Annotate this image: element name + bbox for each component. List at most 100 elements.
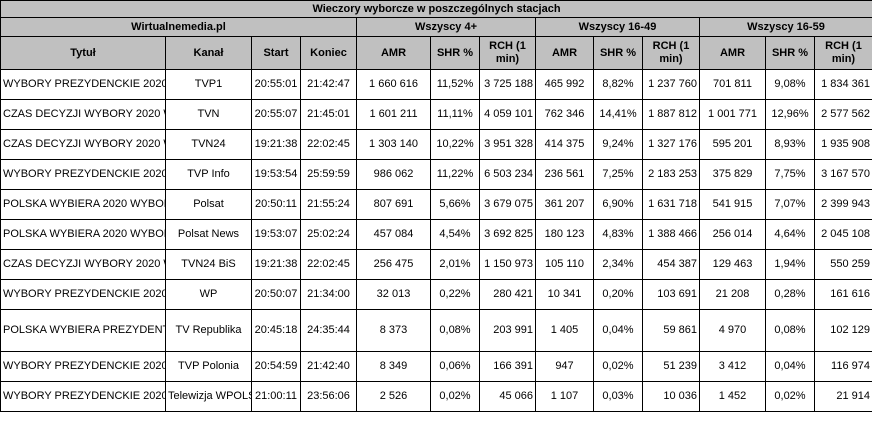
col-header-amr: AMR [699, 36, 766, 70]
cell-shr-4plus: 5,66% [430, 189, 480, 220]
cell-amr-16-49: 10 341 [535, 279, 594, 310]
cell-koniec: 25:59:59 [300, 159, 357, 190]
cell-rch-16-49: 1 388 466 [642, 219, 700, 250]
cell-amr-16-49: 465 992 [535, 69, 594, 100]
cell-rch-16-59: 2 045 108 [814, 219, 872, 250]
cell-amr-16-59: 595 201 [699, 129, 766, 160]
site-name: Wirtualnemedia.pl [0, 17, 357, 37]
cell-rch-4plus: 203 991 [479, 309, 536, 352]
cell-start: 20:45:18 [251, 309, 301, 352]
cell-start: 20:55:07 [251, 99, 301, 130]
col-header-start: Start [251, 36, 301, 70]
cell-start: 20:50:11 [251, 189, 301, 220]
cell-rch-16-49: 10 036 [642, 381, 700, 412]
cell-shr-16-49: 14,41% [593, 99, 643, 130]
cell-koniec: 21:42:40 [300, 351, 357, 382]
cell-amr-4plus: 1 601 211 [356, 99, 431, 130]
table-row: CZAS DECYZJI WYBORY 2020 WIECZOR WYBORCZ… [0, 249, 872, 280]
cell-koniec: 21:55:24 [300, 189, 357, 220]
col-header-rch: RCH (1 min) [479, 36, 536, 70]
cell-start: 19:53:07 [251, 219, 301, 250]
cell-rch-4plus: 3 725 188 [479, 69, 536, 100]
cell-amr-4plus: 807 691 [356, 189, 431, 220]
cell-tytul: WYBORY PREZYDENCKIE 2020 WIECZOR WYBORCZ… [0, 69, 166, 100]
cell-amr-4plus: 986 062 [356, 159, 431, 190]
col-header-rch: RCH (1 min) [642, 36, 700, 70]
col-header-amr: AMR [356, 36, 431, 70]
cell-rch-16-59: 21 914 [814, 381, 872, 412]
cell-shr-16-59: 9,08% [765, 69, 815, 100]
cell-rch-16-59: 2 577 562 [814, 99, 872, 130]
cell-rch-4plus: 45 066 [479, 381, 536, 412]
col-header-tytul: Tytuł [0, 36, 166, 70]
cell-shr-16-59: 7,07% [765, 189, 815, 220]
cell-tytul: WYBORY PREZYDENCKIE 2020 WIECZOR WYBORCZ… [0, 279, 166, 310]
cell-amr-16-59: 1 452 [699, 381, 766, 412]
cell-shr-16-49: 7,25% [593, 159, 643, 190]
group-header-4plus: Wszyscy 4+ [356, 17, 536, 37]
cell-start: 21:00:11 [251, 381, 301, 412]
cell-koniec: 24:35:44 [300, 309, 357, 352]
cell-start: 19:53:54 [251, 159, 301, 190]
table-title: Wieczory wyborcze w poszczególnych stacj… [0, 0, 872, 18]
cell-tytul: POLSKA WYBIERA PREZYDENTA WIECZOR WYBORC… [0, 309, 166, 352]
cell-shr-16-49: 8,82% [593, 69, 643, 100]
cell-amr-4plus: 1 303 140 [356, 129, 431, 160]
cell-amr-16-49: 1 405 [535, 309, 594, 352]
cell-rch-16-49: 1 237 760 [642, 69, 700, 100]
cell-kanal: TVN [165, 99, 252, 130]
cell-amr-4plus: 8 373 [356, 309, 431, 352]
cell-amr-16-59: 4 970 [699, 309, 766, 352]
cell-koniec: 21:45:01 [300, 99, 357, 130]
cell-amr-16-59: 701 811 [699, 69, 766, 100]
col-header-amr: AMR [535, 36, 594, 70]
cell-rch-16-49: 59 861 [642, 309, 700, 352]
cell-shr-4plus: 0,22% [430, 279, 480, 310]
col-header-shr: SHR % [430, 36, 480, 70]
cell-rch-16-49: 1 631 718 [642, 189, 700, 220]
column-headers: Tytuł Kanał Start Koniec AMR SHR % RCH (… [0, 36, 872, 70]
cell-kanal: WP [165, 279, 252, 310]
cell-rch-16-49: 103 691 [642, 279, 700, 310]
cell-shr-16-59: 7,75% [765, 159, 815, 190]
table-row: WYBORY PREZYDENCKIE 2020 WIECZOR WYBORCZ… [0, 351, 872, 382]
cell-shr-4plus: 0,06% [430, 351, 480, 382]
cell-rch-16-59: 2 399 943 [814, 189, 872, 220]
cell-shr-16-59: 0,08% [765, 309, 815, 352]
cell-rch-4plus: 3 679 075 [479, 189, 536, 220]
table-row: POLSKA WYBIERA 2020 WYBORY PREZYDENCKIEP… [0, 189, 872, 220]
cell-amr-16-49: 180 123 [535, 219, 594, 250]
cell-kanal: TVP Info [165, 159, 252, 190]
cell-shr-16-59: 0,04% [765, 351, 815, 382]
cell-amr-4plus: 256 475 [356, 249, 431, 280]
cell-rch-16-59: 102 129 [814, 309, 872, 352]
cell-tytul: WYBORY PREZYDENCKIE 2020 WIECZOR WYBORCZ… [0, 351, 166, 382]
cell-shr-16-49: 0,04% [593, 309, 643, 352]
cell-amr-16-49: 236 561 [535, 159, 594, 190]
cell-shr-4plus: 10,22% [430, 129, 480, 160]
cell-tytul: CZAS DECYZJI WYBORY 2020 WIECZOR WYBORCZ… [0, 249, 166, 280]
cell-amr-4plus: 2 526 [356, 381, 431, 412]
cell-shr-16-49: 0,03% [593, 381, 643, 412]
col-header-kanal: Kanał [165, 36, 252, 70]
cell-shr-16-59: 4,64% [765, 219, 815, 250]
cell-amr-16-59: 541 915 [699, 189, 766, 220]
cell-shr-16-49: 2,34% [593, 249, 643, 280]
cell-amr-16-59: 375 829 [699, 159, 766, 190]
cell-amr-4plus: 8 349 [356, 351, 431, 382]
cell-koniec: 23:56:06 [300, 381, 357, 412]
cell-amr-16-59: 129 463 [699, 249, 766, 280]
table-row: WYBORY PREZYDENCKIE 2020 WIECZOR WYBORCZ… [0, 279, 872, 310]
cell-kanal: TVP Polonia [165, 351, 252, 382]
cell-shr-4plus: 0,02% [430, 381, 480, 412]
cell-amr-4plus: 32 013 [356, 279, 431, 310]
table-row: CZAS DECYZJI WYBORY 2020 WIECZOR WYBORCZ… [0, 129, 872, 160]
cell-rch-16-59: 116 974 [814, 351, 872, 382]
cell-rch-16-59: 3 167 570 [814, 159, 872, 190]
cell-amr-4plus: 457 084 [356, 219, 431, 250]
group-header-16-59: Wszyscy 16-59 [699, 17, 872, 37]
cell-start: 19:21:38 [251, 249, 301, 280]
cell-rch-4plus: 1 150 973 [479, 249, 536, 280]
cell-rch-16-59: 161 616 [814, 279, 872, 310]
cell-tytul: CZAS DECYZJI WYBORY 2020 WIECZOR WYBORCZ… [0, 129, 166, 160]
